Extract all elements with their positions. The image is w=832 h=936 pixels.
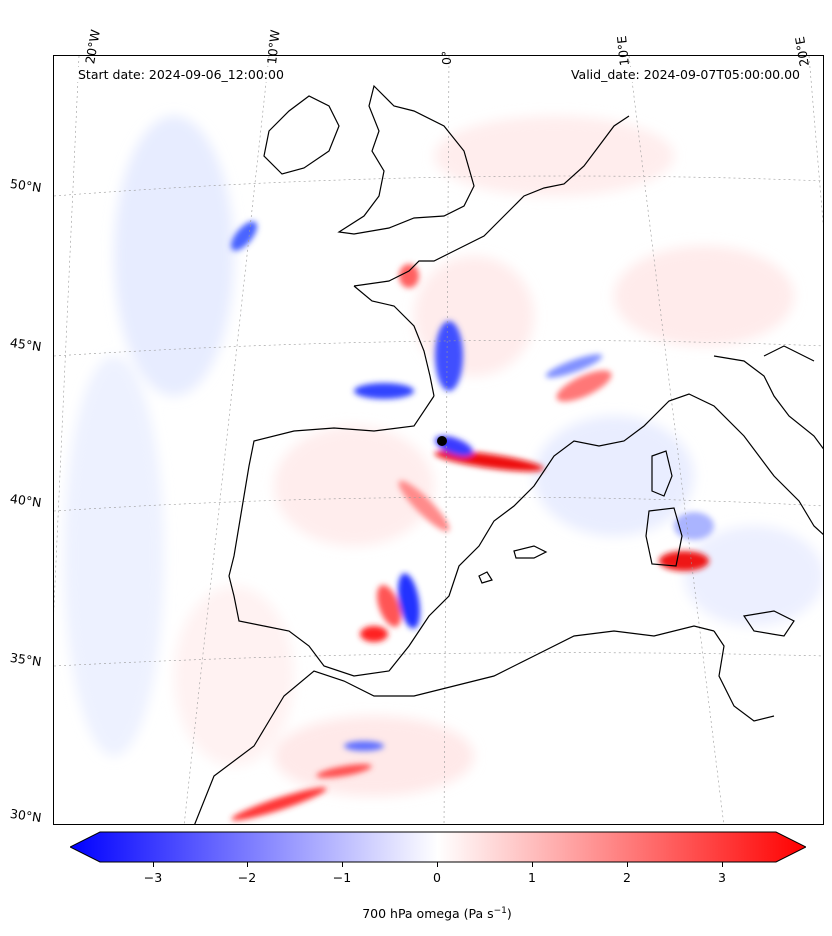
colorbar-tick-0: 0	[433, 870, 441, 885]
lat-label-40n: 40°N	[9, 490, 43, 511]
coastlines	[194, 84, 823, 824]
colorbar-tick-neg3: −3	[143, 870, 163, 885]
colorbar-label: 700 hPa omega (Pa s−1)	[362, 906, 512, 922]
colorbar-tick-2: 2	[623, 870, 631, 885]
lat-label-50n: 50°N	[9, 175, 43, 196]
colorbar-tick-neg1: −1	[332, 870, 352, 885]
omega-field-background	[64, 116, 823, 796]
map-panel	[53, 55, 824, 825]
omega-field-anomalies	[230, 221, 714, 821]
lon-label-10e: 10°E	[613, 35, 632, 67]
lat-label-35n: 35°N	[9, 649, 43, 670]
start-date-label: Start date: 2024-09-06_12:00:00	[76, 67, 286, 82]
map-canvas	[54, 56, 823, 824]
colorbar	[70, 831, 806, 863]
lon-label-0: 0°	[439, 50, 454, 65]
lat-label-45n: 45°N	[9, 334, 43, 355]
colorbar-bar	[70, 831, 806, 863]
colorbar-tick-1: 1	[528, 870, 536, 885]
colorbar-tick-neg2: −2	[237, 870, 257, 885]
station-marker	[437, 436, 447, 446]
lat-label-30n: 30°N	[9, 805, 43, 826]
valid-date-label: Valid_date: 2024-09-07T05:00:00.00	[568, 67, 802, 82]
colorbar-tick-3: 3	[718, 870, 726, 885]
